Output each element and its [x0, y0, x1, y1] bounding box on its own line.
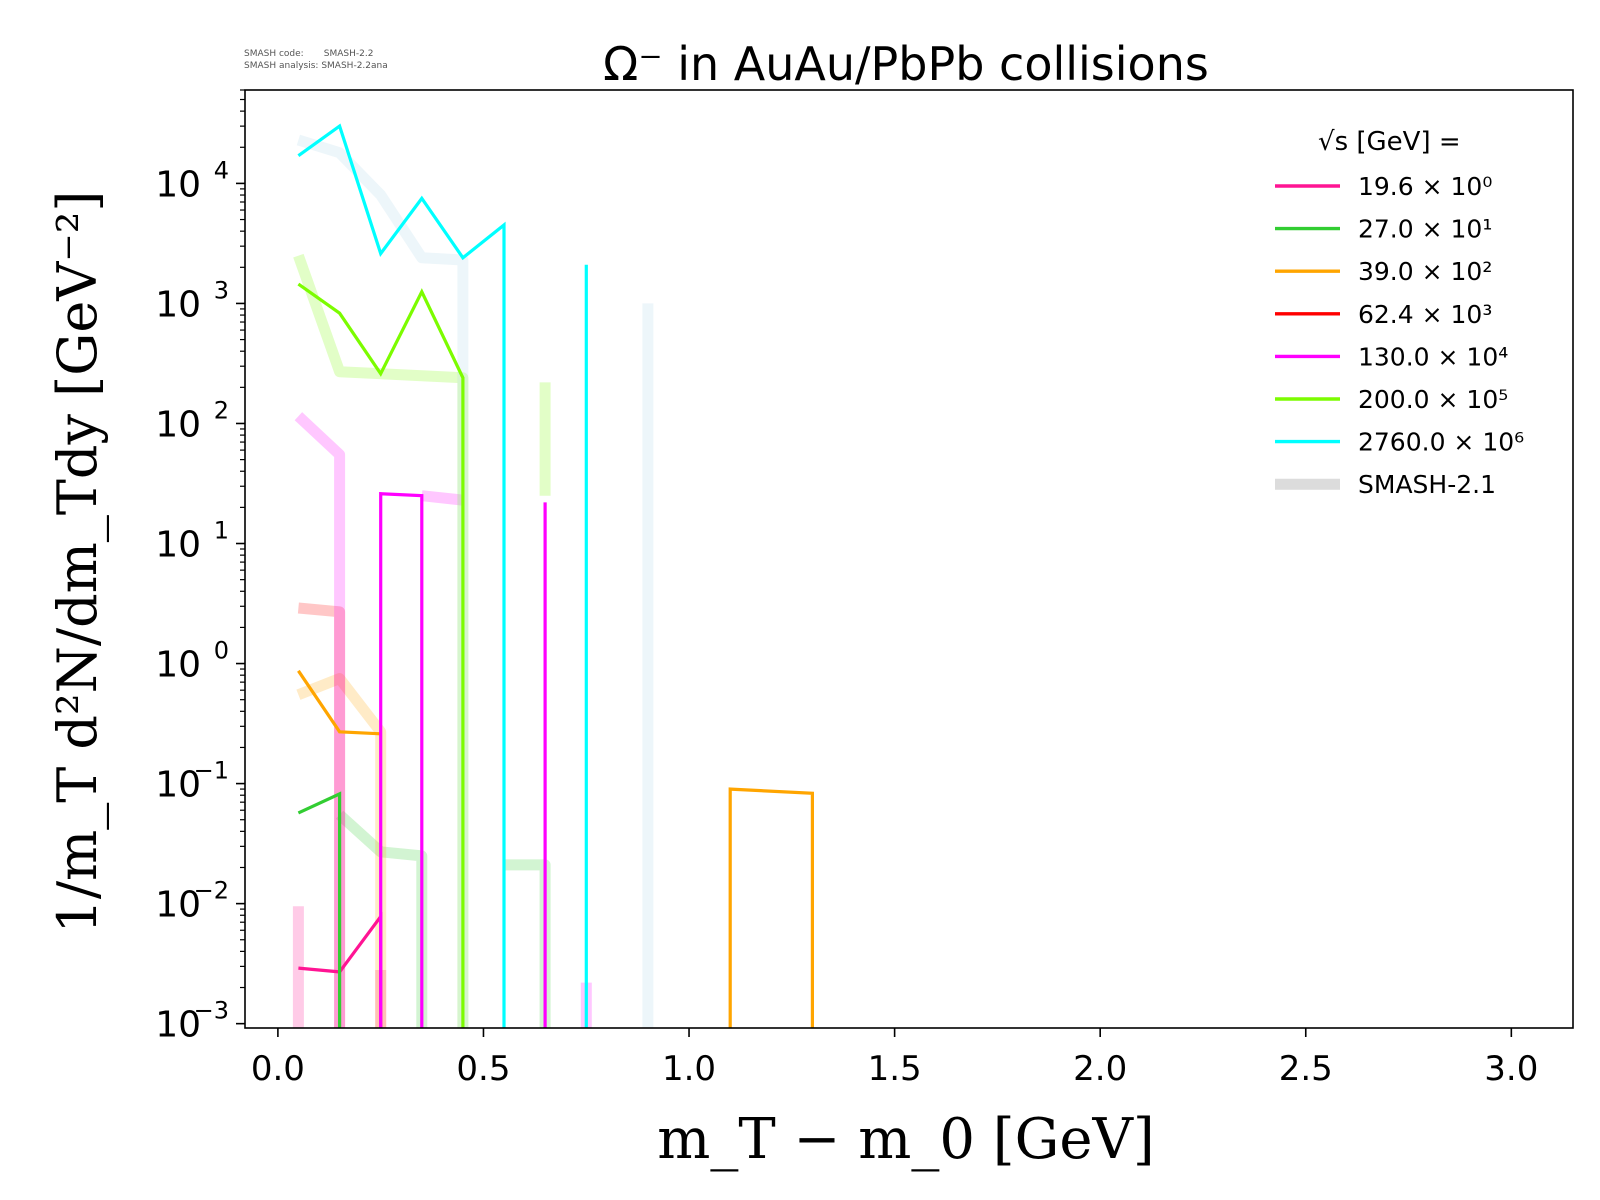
y-tick-label: 10: [155, 645, 201, 686]
legend-label: 130.0 × 10⁴: [1358, 342, 1508, 371]
legend-title: √s [GeV] =: [1318, 127, 1461, 157]
legend-label: 19.6 × 10⁰: [1358, 172, 1492, 201]
legend-label: 2760.0 × 10⁶: [1358, 428, 1524, 457]
x-tick-label: 1.0: [662, 1049, 716, 1089]
y-tick-exponent: 0: [214, 637, 229, 665]
x-axis-label: m_T − m_0 [GeV]: [657, 1107, 1155, 1172]
chart-title: Ω⁻ in AuAu/PbPb collisions: [603, 37, 1209, 91]
x-tick-label: 1.5: [868, 1049, 922, 1089]
y-tick-label: 10: [155, 765, 201, 806]
x-tick-label: 0.0: [251, 1049, 305, 1089]
y-axis-label: 1/m_T d²N/dm_Tdy [GeV⁻²]: [46, 190, 109, 933]
series-line-1: [297, 791, 342, 1028]
smash-code-label: SMASH code: SMASH-2.2: [244, 49, 374, 59]
series-line-3: [728, 787, 814, 1028]
y-tick-label: 10: [155, 284, 201, 325]
plot-background: [245, 90, 1573, 1028]
y-tick-exponent: 3: [214, 276, 229, 304]
legend: √s [GeV] = 19.6 × 10⁰ 27.0 × 10¹ 39.0 × 10…: [1275, 127, 1524, 499]
y-tick-label: 10: [155, 525, 201, 566]
x-tick-label: 2.5: [1279, 1049, 1333, 1089]
y-tick-label: 10: [155, 164, 201, 205]
x-tick-label: 0.5: [456, 1049, 510, 1089]
legend-label: 200.0 × 10⁵: [1358, 385, 1508, 414]
series-line-4: [379, 492, 424, 1028]
legend-label: 39.0 × 10²: [1358, 257, 1492, 286]
x-tick-label: 2.0: [1073, 1049, 1127, 1089]
plot-area: [245, 90, 1573, 1028]
legend-label: 27.0 × 10¹: [1358, 215, 1492, 244]
y-tick-label: 10: [155, 1005, 201, 1046]
reference-line-7: [421, 490, 464, 506]
y-tick-exponent: 1: [214, 517, 229, 545]
y-tick-label: 10: [155, 885, 201, 926]
y-tick-exponent: 4: [214, 156, 229, 184]
series-line-6: [297, 282, 465, 1028]
axes-frame: [244, 89, 1574, 1029]
x-axis: 0.0 0.5 1.0 1.5 2.0 2.5 3.0: [251, 1028, 1538, 1089]
y-tick-exponent: −2: [194, 877, 229, 905]
series-lines: [297, 123, 814, 1028]
y-tick-exponent: 2: [214, 396, 229, 424]
series-line-7: [297, 123, 506, 1028]
x-tick-label: 3.0: [1484, 1049, 1538, 1089]
smash-analysis-label: SMASH analysis: SMASH-2.2ana: [244, 61, 388, 71]
y-tick-label: 10: [155, 404, 201, 445]
series-line-2: [297, 669, 381, 736]
legend-label: 62.4 × 10³: [1358, 300, 1492, 329]
legend-label: SMASH-2.1: [1358, 470, 1496, 499]
y-tick-exponent: −3: [194, 997, 229, 1025]
y-tick-exponent: −1: [194, 757, 229, 785]
plot-frame: [244, 89, 1574, 1029]
